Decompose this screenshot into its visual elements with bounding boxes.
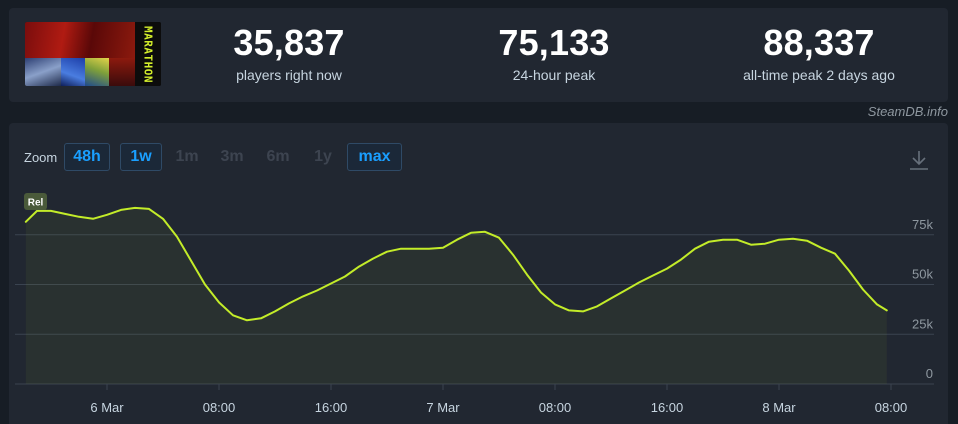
stats-card: MARATHON 35,837 players right now 75,133…	[9, 8, 948, 102]
x-tick-label: 8 Mar	[762, 400, 796, 415]
release-badge	[24, 193, 47, 210]
game-art	[25, 22, 135, 58]
stat-label: all-time peak 2 days ago	[743, 67, 895, 83]
stat-all-time-peak: 88,337 all-time peak 2 days ago	[724, 22, 914, 84]
y-tick-label: 75k	[912, 217, 933, 232]
stat-players-now: 35,837 players right now	[214, 22, 364, 84]
zoom-6m-button[interactable]: 6m	[261, 143, 295, 171]
stat-label: players right now	[236, 67, 342, 83]
stat-24h-peak: 75,133 24-hour peak	[479, 22, 629, 84]
x-tick-label: 6 Mar	[90, 400, 124, 415]
zoom-48h-button[interactable]: 48h	[64, 143, 110, 171]
game-art	[109, 58, 135, 86]
game-logo-text: MARATHON	[141, 25, 155, 83]
game-art	[25, 58, 61, 86]
series-line	[24, 206, 888, 322]
game-logo: MARATHON	[135, 22, 161, 86]
x-tick-label: 16:00	[651, 400, 684, 415]
release-badge-label: Rel	[28, 198, 44, 209]
x-tick-label: 08:00	[539, 400, 572, 415]
chart-card: Zoom 48h 1w 1m 3m 6m 1y max 0 25k 50k 75k 6 …	[9, 123, 948, 424]
download-icon[interactable]	[908, 148, 930, 172]
zoom-max-button[interactable]: max	[347, 143, 402, 171]
zoom-3m-button[interactable]: 3m	[215, 143, 249, 171]
zoom-1m-button[interactable]: 1m	[170, 143, 204, 171]
x-tick-label: 08:00	[203, 400, 236, 415]
series-area	[25, 207, 887, 384]
y-tick-label: 50k	[912, 267, 933, 282]
y-tick-label: 25k	[912, 316, 933, 331]
zoom-label: Zoom	[24, 150, 58, 165]
game-art	[61, 58, 85, 86]
player-count-chart[interactable]: 0 25k 50k 75k 6 Mar 08:00 16:00 7 Mar 08:00 16:00…	[9, 123, 948, 424]
zoom-1y-button[interactable]: 1y	[308, 143, 338, 171]
y-tick-label: 0	[926, 366, 933, 381]
x-tick-label: 16:00	[315, 400, 348, 415]
game-art	[85, 58, 109, 86]
stat-value: 88,337	[763, 22, 875, 63]
stat-label: 24-hour peak	[512, 67, 596, 83]
x-tick-label: 7 Mar	[426, 400, 460, 415]
zoom-1w-button[interactable]: 1w	[120, 143, 162, 171]
stat-value: 75,133	[498, 22, 610, 63]
x-tick-label: 08:00	[875, 400, 908, 415]
steamdb-credit[interactable]: SteamDB.info	[867, 104, 948, 119]
game-thumbnail[interactable]: MARATHON	[25, 22, 161, 86]
stat-value: 35,837	[233, 22, 345, 63]
